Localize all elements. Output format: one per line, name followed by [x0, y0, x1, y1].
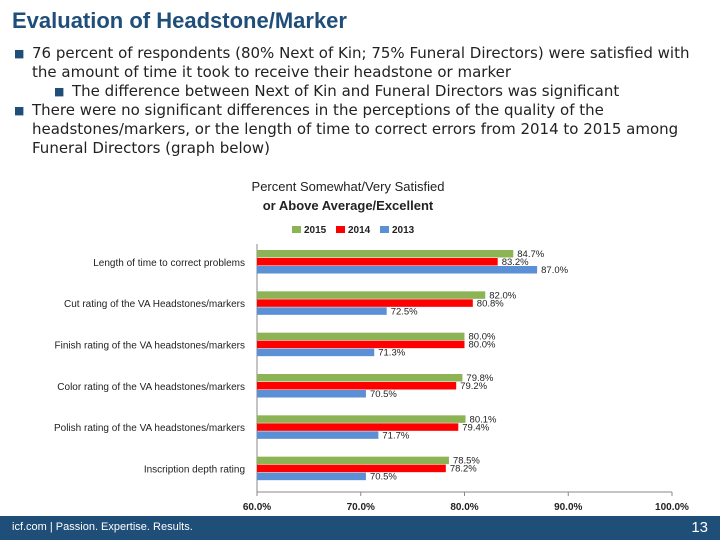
data-label-2013: 72.5% — [391, 306, 418, 317]
data-label-2013: 70.5% — [370, 389, 397, 400]
footer-brand: icf.com | Passion. Expertise. Results. — [12, 521, 193, 533]
bar-2015 — [257, 250, 514, 258]
chart-title-line-1: Percent Somewhat/Very Satisfied — [252, 179, 445, 194]
bullet-list: ■ 76 percent of respondents (80% Next of … — [14, 44, 704, 158]
category-label: Length of time to correct problems — [93, 258, 245, 269]
bar-2015 — [257, 415, 466, 423]
data-label-2013: 71.3% — [378, 348, 405, 359]
legend-label-2013: 2013 — [392, 225, 415, 236]
page-number: 13 — [691, 519, 708, 536]
data-label-2014: 83.2% — [502, 257, 529, 268]
data-label-2015: 78.5% — [453, 456, 480, 467]
bullet-2: ■ The difference between Next of Kin and … — [54, 82, 704, 101]
bullet-1: ■ 76 percent of respondents (80% Next of … — [14, 44, 704, 82]
data-label-2014: 80.0% — [469, 340, 496, 351]
bar-2015 — [257, 291, 486, 299]
legend-label-2015: 2015 — [304, 225, 327, 236]
bar-2013 — [257, 348, 375, 357]
bullet-2-text: The difference between Next of Kin and F… — [72, 82, 620, 100]
data-label-2014: 80.8% — [477, 298, 504, 309]
category-label: Cut rating of the VA Headstones/markers — [64, 299, 245, 310]
slide-title: Evaluation of Headstone/Marker — [12, 8, 347, 33]
bullet-3-text: There were no significant differences in… — [32, 101, 679, 157]
bullet-square-icon: ■ — [14, 47, 25, 60]
data-label-2015: 79.8% — [466, 373, 493, 384]
bar-2014 — [257, 464, 446, 473]
x-tick-label: 60.0% — [243, 502, 271, 513]
chart-title-line-2: or Above Average/Excellent — [263, 198, 434, 213]
bar-2014 — [257, 340, 465, 349]
category-label: Inscription depth rating — [144, 464, 245, 475]
bar-2013 — [257, 431, 379, 439]
bar-2013 — [257, 307, 387, 315]
bar-2014 — [257, 382, 457, 390]
bullet-square-icon: ■ — [54, 85, 65, 98]
bullet-1-text: 76 percent of respondents (80% Next of K… — [32, 44, 690, 81]
bar-2015 — [257, 374, 463, 382]
legend-swatch-2014 — [336, 226, 345, 233]
legend-label-2014: 2014 — [348, 225, 371, 236]
data-label-2015: 80.0% — [469, 332, 496, 343]
x-tick-label: 80.0% — [450, 502, 478, 513]
data-label-2014: 78.2% — [450, 464, 477, 475]
data-label-2013: 71.7% — [382, 430, 409, 441]
bar-2013 — [257, 472, 366, 481]
bar-2014 — [257, 299, 473, 307]
category-label: Finish rating of the VA headstones/marke… — [55, 340, 245, 351]
x-tick-label: 90.0% — [554, 502, 582, 513]
bar-2014 — [257, 258, 498, 266]
satisfaction-bar-chart: Percent Somewhat/Very Satisfied or Above … — [54, 179, 689, 513]
bar-2015 — [257, 456, 449, 465]
bar-2015 — [257, 332, 465, 341]
data-label-2014: 79.2% — [460, 381, 487, 392]
x-tick-label: 100.0% — [655, 502, 689, 513]
bar-2014 — [257, 423, 459, 431]
bullet-square-icon: ■ — [14, 104, 25, 117]
data-label-2015: 82.0% — [489, 290, 516, 301]
category-label: Polish rating of the VA headstones/marke… — [54, 423, 245, 434]
data-label-2015: 80.1% — [470, 414, 497, 425]
data-label-2014: 79.4% — [462, 422, 489, 433]
bullet-3: ■ There were no significant differences i… — [14, 101, 704, 158]
legend-swatch-2015 — [292, 226, 301, 233]
data-label-2013: 70.5% — [370, 472, 397, 483]
data-label-2013: 87.0% — [541, 265, 568, 276]
legend-swatch-2013 — [380, 226, 389, 233]
footer-bar: icf.com | Passion. Expertise. Results. 1… — [0, 516, 720, 540]
bar-2013 — [257, 390, 366, 398]
data-label-2015: 84.7% — [517, 249, 544, 260]
bar-2013 — [257, 266, 538, 274]
category-label: Color rating of the VA headstones/marker… — [57, 382, 245, 393]
x-tick-label: 70.0% — [347, 502, 375, 513]
